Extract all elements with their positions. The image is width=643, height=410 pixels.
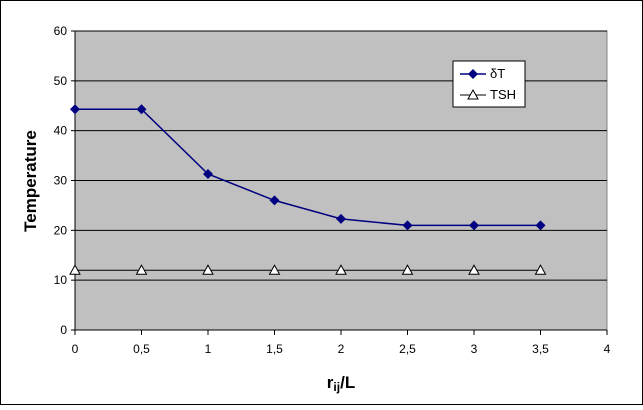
- x-tick-label: 3,5: [532, 342, 549, 356]
- x-axis-title-subscript: ij: [333, 380, 340, 394]
- data-point: [69, 264, 81, 275]
- y-tick-label: 0: [60, 323, 67, 337]
- legend-label-TSH: TSH: [490, 87, 516, 102]
- data-point: [534, 264, 547, 275]
- data-point: [336, 213, 346, 224]
- series-2: [69, 264, 547, 275]
- data-point: [401, 264, 414, 275]
- data-point: [70, 104, 80, 115]
- data-point: [535, 220, 546, 231]
- legend-marker-dT: [468, 69, 478, 79]
- series-line: [75, 108, 541, 227]
- x-axis-title-rest: /L: [340, 373, 355, 392]
- x-tick-label: 2,5: [399, 342, 416, 356]
- data-point: [202, 264, 214, 275]
- legend-item-TSH: TSH: [460, 87, 516, 102]
- x-tick-label: 1,5: [266, 342, 283, 356]
- series-layer: [69, 104, 547, 275]
- x-tick-label: 1: [205, 342, 212, 356]
- y-tick-label: 60: [54, 24, 68, 38]
- legend-marker-TSH: [467, 88, 479, 100]
- data-point: [268, 264, 281, 275]
- legend-label-dT: δT: [490, 66, 505, 81]
- data-point: [269, 195, 280, 206]
- y-axis-ticks: 0 10 20 30 40 50 60: [54, 24, 75, 337]
- y-tick-label: 10: [54, 273, 68, 287]
- y-tick-label: 50: [54, 74, 68, 88]
- y-tick-label: 40: [54, 124, 68, 138]
- x-tick-label: 3: [471, 342, 478, 356]
- y-axis-title: Temperature: [21, 130, 40, 232]
- x-tick-label: 0,5: [133, 342, 150, 356]
- x-axis-title-main: r: [327, 373, 334, 392]
- data-point: [469, 220, 479, 231]
- legend: δT TSH: [452, 60, 526, 108]
- data-point: [136, 104, 147, 115]
- x-axis-title: rij/L: [327, 373, 355, 394]
- data-point: [135, 264, 148, 275]
- legend-box: [452, 60, 526, 108]
- data-point: [203, 169, 213, 180]
- legend-item-dT: δT: [460, 66, 505, 81]
- x-axis-ticks: 0 0,5 1 1,5 2 2,5 3 3,5 4: [72, 330, 611, 356]
- x-tick-label: 0: [72, 342, 79, 356]
- x-tick-label: 2: [338, 342, 345, 356]
- data-point: [468, 264, 480, 275]
- x-tick-label: 4: [604, 342, 611, 356]
- y-tick-label: 30: [54, 174, 68, 188]
- data-point: [335, 264, 347, 275]
- series-1: [70, 104, 546, 231]
- y-tick-label: 20: [54, 223, 68, 237]
- data-point: [402, 220, 413, 231]
